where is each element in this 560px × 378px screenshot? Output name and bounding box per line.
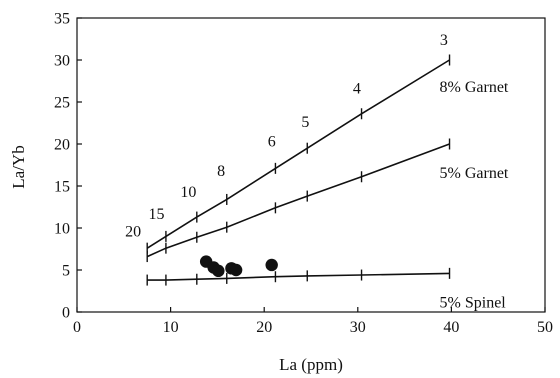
sample-points (199, 255, 278, 278)
melt-fraction-label: 8 (217, 163, 225, 180)
sample-point (265, 258, 278, 272)
y-tick-label: 20 (54, 137, 70, 154)
sample-point (229, 263, 243, 277)
plot-border (76, 17, 546, 313)
5-spinel-curve (147, 272, 450, 281)
x-tick-label: 10 (163, 319, 179, 336)
x-tick-label: 30 (350, 319, 366, 336)
x-tick-label: 20 (256, 319, 272, 336)
melt-fraction-labels: 20 15 10 8 6 5 4 3 (125, 32, 448, 241)
melt-fraction-label: 15 (149, 206, 165, 223)
melt-fraction-label: 10 (180, 184, 196, 201)
y-tick-label: 25 (54, 95, 70, 112)
plot-frame (76, 17, 546, 313)
x-tick-label: 50 (537, 319, 553, 336)
melt-fraction-label: 20 (125, 223, 141, 240)
x-tick-label: 40 (443, 319, 459, 336)
5-spinel-label: 5% Spinel (440, 294, 507, 311)
y-tick-label: 35 (54, 11, 70, 28)
sample-point (212, 264, 225, 278)
melt-fraction-label: 5 (301, 114, 309, 131)
y-axis-ticks: 0 5 10 15 20 25 30 35 (54, 11, 82, 322)
x-axis-title: La (ppm) (279, 355, 343, 374)
x-tick-label: 0 (73, 319, 81, 336)
y-tick-label: 10 (54, 221, 70, 238)
model-curve-ticks (146, 54, 451, 286)
model-curves (146, 59, 450, 281)
melt-fraction-label: 6 (268, 134, 276, 151)
model-curve-labels: 8% Garnet 5% Garnet 5% Spinel (440, 79, 509, 311)
melt-fraction-label: 3 (440, 32, 448, 49)
5-garnet-label: 5% Garnet (440, 165, 509, 182)
y-tick-label: 0 (62, 305, 70, 322)
y-tick-label: 5 (62, 263, 70, 280)
x-axis-ticks: 0 10 20 30 40 50 (73, 307, 553, 336)
8-garnet-curve (146, 59, 450, 249)
y-tick-label: 30 (54, 53, 70, 70)
y-axis-title: La/Yb (9, 145, 28, 188)
8-garnet-label: 8% Garnet (440, 79, 509, 96)
melt-fraction-label: 4 (353, 81, 361, 98)
y-tick-label: 15 (54, 179, 70, 196)
5-garnet-curve (146, 143, 450, 258)
